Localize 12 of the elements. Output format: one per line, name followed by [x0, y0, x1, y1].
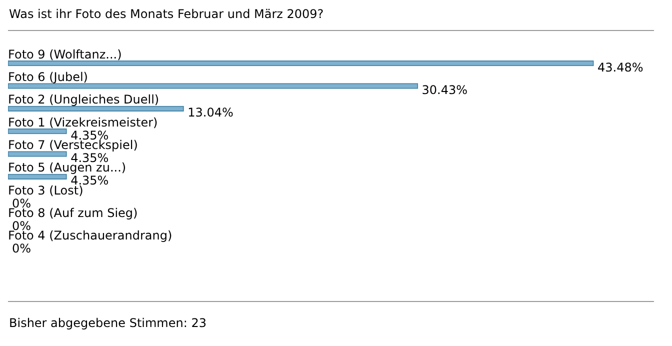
data-label: 30.43% [422, 83, 468, 97]
y-tick-label: Foto 9 (Wolftanz...) [8, 47, 122, 62]
data-label: 43.48% [598, 60, 644, 74]
data-label: 0% [12, 242, 32, 256]
y-tick-label: Foto 2 (Ungleiches Duell) [8, 92, 160, 107]
chart-title: Was ist ihr Foto des Monats Februar und März 2009? [9, 7, 324, 21]
y-tick-label: Foto 7 (Versteckspiel) [8, 138, 138, 152]
y-tick-label: Foto 6 (Jubel) [8, 70, 88, 84]
data-label: 13.04% [188, 106, 234, 120]
y-tick-label: Foto 1 (Vizekreismeister) [8, 115, 158, 130]
text: Bisher abgegebene Stimmen: 23 [9, 316, 206, 330]
data-label: 4.35% [70, 151, 109, 165]
